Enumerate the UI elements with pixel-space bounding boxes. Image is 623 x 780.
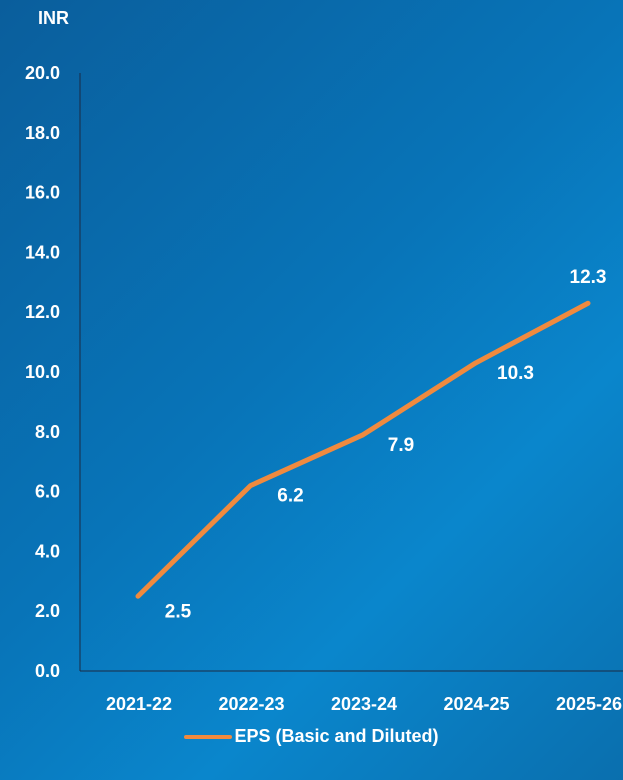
- legend-label: EPS (Basic and Diluted): [234, 726, 439, 746]
- data-label: 10.3: [497, 363, 534, 384]
- y-tick-label: 4.0: [35, 541, 60, 561]
- y-tick-label: 18.0: [25, 123, 60, 143]
- y-tick-label: 20.0: [25, 63, 60, 83]
- x-tick-label: 2022-23: [218, 694, 284, 714]
- data-label: 6.2: [277, 486, 303, 507]
- y-tick-label: 10.0: [25, 362, 60, 382]
- x-tick-label: 2023-24: [331, 694, 397, 714]
- y-tick-label: 6.0: [35, 482, 60, 502]
- y-tick-label: 16.0: [25, 183, 60, 203]
- y-axis-unit-label: INR: [38, 8, 69, 28]
- data-label: 2.5: [165, 601, 192, 622]
- legend: EPS (Basic and Diluted): [0, 726, 623, 747]
- y-tick-label: 0.0: [35, 661, 60, 681]
- x-tick-label: 2021-22: [106, 694, 172, 714]
- y-tick-label: 8.0: [35, 422, 60, 442]
- y-tick-label: 14.0: [25, 242, 60, 262]
- y-tick-label: 12.0: [25, 302, 60, 322]
- x-tick-label: 2025-26: [556, 694, 622, 714]
- x-tick-label: 2024-25: [443, 694, 509, 714]
- legend-line-swatch: [184, 734, 233, 739]
- y-tick-label: 2.0: [35, 601, 60, 621]
- data-label: 12.3: [570, 267, 607, 288]
- data-label: 7.9: [388, 435, 414, 456]
- eps-series-line: [135, 300, 591, 599]
